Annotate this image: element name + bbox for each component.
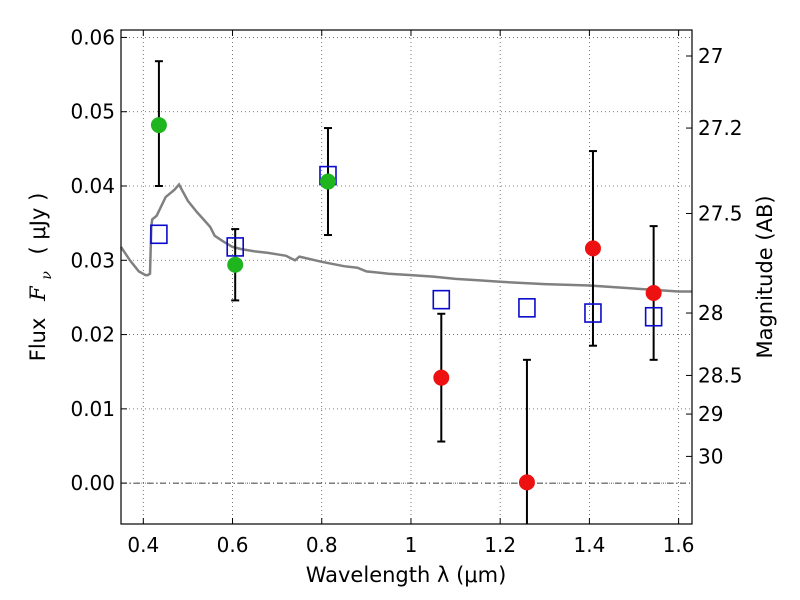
magnitude-tick-label: 27 — [698, 44, 723, 68]
plot-area — [121, 30, 692, 524]
y-axis-label-sub: ν — [39, 271, 55, 280]
model-square-marker — [644, 306, 663, 327]
model-markers — [150, 165, 663, 327]
y-axis-ticks: 0.00 0.01 0.02 0.03 0.04 0.05 0.06 — [70, 25, 127, 495]
data-point — [150, 117, 167, 134]
error-bars — [154, 60, 658, 524]
x-axis-ticks: 0.4 0.6 0.8 1 1.2 1.4 1.6 — [127, 30, 695, 557]
y-tick-label: 0.01 — [70, 397, 115, 421]
magnitude-axis-label: Magnitude (AB) — [753, 195, 777, 358]
axes-border — [120, 29, 693, 525]
data-point — [645, 284, 662, 301]
y-axis-label-var: F — [26, 285, 50, 302]
magnitude-tick-label: 28.5 — [698, 363, 743, 387]
model-square-marker — [518, 298, 536, 318]
x-tick-label: 0.4 — [127, 533, 159, 557]
magnitude-tick-label: 30 — [698, 444, 723, 468]
y-tick-label: 0.03 — [70, 248, 115, 272]
data-point — [319, 173, 336, 190]
axes-frame — [120, 29, 693, 525]
grid-lines — [121, 30, 692, 524]
model-square-marker — [150, 224, 168, 245]
x-axis-label: Wavelength λ (μm) — [306, 563, 507, 587]
model-square-marker — [584, 303, 602, 323]
plot-background — [121, 30, 692, 524]
sed-curve — [119, 182, 692, 293]
magnitude-tick-label: 29 — [698, 402, 723, 426]
y-axis-label: Flux F ν ( μJy ) — [26, 193, 56, 362]
magnitude-tick-label: 28 — [698, 301, 723, 325]
y-tick-label: 0.04 — [70, 174, 115, 198]
x-tick-label: 0.6 — [217, 533, 249, 557]
y-tick-label: 0.00 — [70, 471, 115, 495]
x-tick-label: 0.8 — [306, 533, 338, 557]
magnitude-tick-label: 27.5 — [698, 201, 743, 225]
x-tick-label: 1.2 — [484, 533, 516, 557]
data-point — [584, 240, 601, 257]
y-tick-label: 0.05 — [70, 100, 115, 124]
data-point — [227, 256, 244, 273]
x-tick-label: 1.6 — [663, 533, 695, 557]
sed-model-line — [119, 182, 692, 293]
magnitude-axis-ticks: 27 27.2 27.5 28 28.5 29 30 — [686, 44, 743, 468]
magnitude-tick-label: 27.2 — [698, 116, 743, 140]
y-axis-label-prefix: Flux — [26, 318, 50, 362]
x-tick-label: 1 — [405, 533, 418, 557]
x-tick-label: 1.4 — [573, 533, 605, 557]
data-points — [150, 117, 662, 491]
model-square-marker — [432, 289, 451, 310]
model-square-marker — [226, 237, 244, 257]
data-point — [433, 369, 450, 386]
y-axis-label-unit: ( μJy ) — [26, 193, 50, 255]
y-tick-label: 0.02 — [70, 323, 115, 347]
data-point — [518, 474, 535, 491]
y-tick-label: 0.06 — [70, 25, 115, 49]
